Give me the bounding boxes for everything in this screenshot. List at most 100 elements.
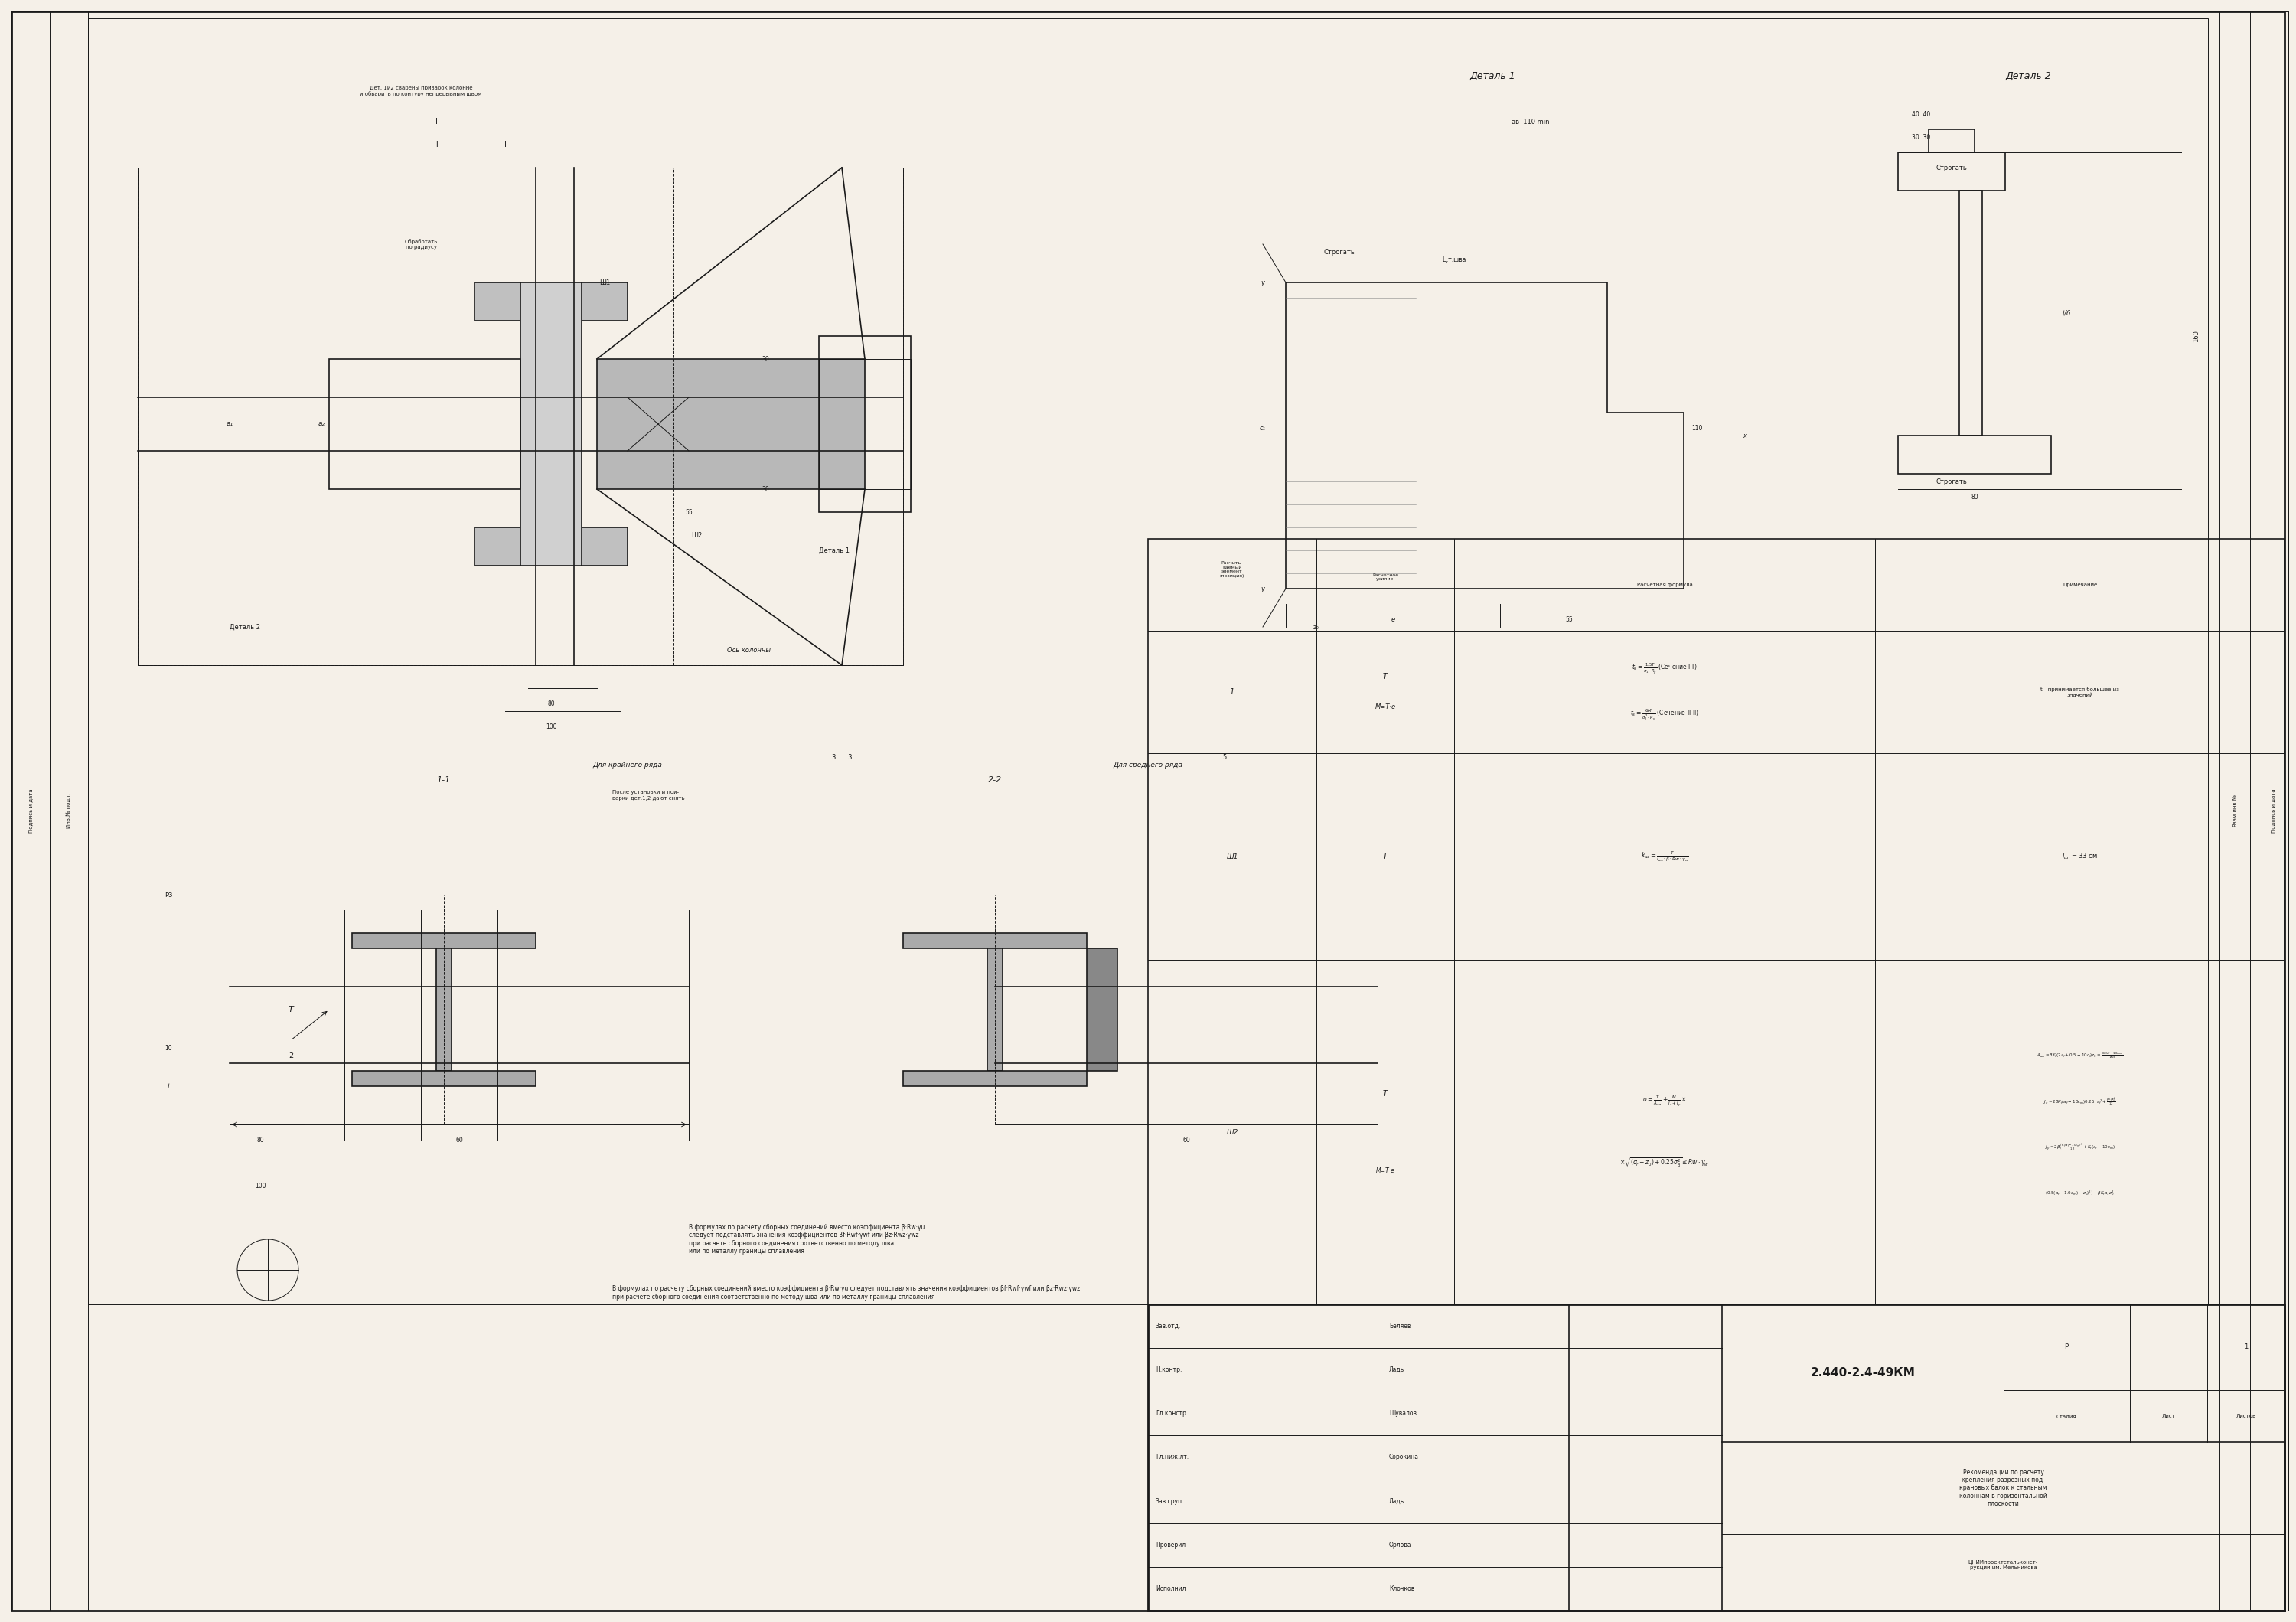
Bar	[820, 336, 912, 513]
Text: Для крайнего ряда: Для крайнего ряда	[592, 761, 661, 769]
Text: 30: 30	[762, 355, 769, 362]
Text: 1-1: 1-1	[436, 777, 450, 783]
Text: 80: 80	[546, 701, 556, 707]
Text: Шувалов: Шувалов	[1389, 1410, 1417, 1418]
Text: Беляев: Беляев	[1389, 1324, 1410, 1330]
Text: Строгать: Строгать	[1325, 248, 1355, 255]
Text: t: t	[168, 1083, 170, 1090]
Text: 160: 160	[2193, 329, 2200, 342]
Text: 100: 100	[546, 723, 556, 730]
Text: Строгать: Строгать	[1936, 164, 1968, 170]
Text: Орлова: Орлова	[1389, 1541, 1412, 1549]
Text: Деталь 1: Деталь 1	[820, 547, 850, 553]
Text: $k_{ш} = \frac{T}{l_{шт} \cdot \beta \cdot Rw \cdot \gamma_w}$: $k_{ш} = \frac{T}{l_{шт} \cdot \beta \cd…	[1642, 850, 1688, 863]
Text: Зав.отд.: Зав.отд.	[1155, 1324, 1180, 1330]
Text: Инв.№ подл.: Инв.№ подл.	[67, 793, 71, 829]
Text: $A_{шв} = \beta K_f(2a_f + 0.5 - 10c_f)z_0 = \frac{\beta K_f(a_f - 10мм)}{A_{шв}: $A_{шв} = \beta K_f(2a_f + 0.5 - 10c_f)z…	[2037, 1051, 2124, 1061]
Bar	[597, 358, 866, 490]
Bar	[902, 1071, 1086, 1087]
Text: y: y	[1261, 279, 1265, 285]
Text: 80: 80	[257, 1137, 264, 1144]
Bar	[1899, 436, 2050, 474]
Text: 60: 60	[455, 1137, 464, 1144]
Text: e: e	[1391, 616, 1396, 623]
Text: t - принимается большее из
значений: t - принимается большее из значений	[2041, 686, 2119, 697]
Text: 1: 1	[1231, 688, 1235, 696]
Text: Сорокина: Сорокина	[1389, 1453, 1419, 1461]
Text: Строгать: Строгать	[1936, 478, 1968, 485]
Text: $\times\sqrt{(\sigma_r - z_0) + 0.25\sigma_3^2} \leq Rw \cdot \gamma_w$: $\times\sqrt{(\sigma_r - z_0) + 0.25\sig…	[1619, 1156, 1711, 1169]
Text: M=T·e: M=T·e	[1375, 1166, 1394, 1174]
Text: $l_{шт} = 33$ см: $l_{шт} = 33$ см	[2062, 852, 2099, 861]
Text: $\sigma = \frac{T}{A_{шв}} + \frac{M}{J_x + J_y} \times$: $\sigma = \frac{T}{A_{шв}} + \frac{M}{J_…	[1642, 1095, 1688, 1108]
Text: z₀: z₀	[1313, 623, 1320, 631]
Bar	[138, 167, 902, 665]
Text: В формулах по расчету сборных соединений вместо коэффициента β·Rw·γu следует под: В формулах по расчету сборных соединений…	[613, 1285, 1079, 1301]
Text: 80: 80	[1970, 493, 1979, 500]
Text: Лист: Лист	[2163, 1414, 2174, 1418]
Bar	[521, 282, 581, 566]
Text: Взам.инв.№: Взам.инв.№	[2232, 795, 2236, 827]
Text: 55: 55	[684, 509, 693, 516]
Text: ЦНИИпроектстальконст-
рукции им. Мельникова: ЦНИИпроектстальконст- рукции им. Мельник…	[1968, 1560, 2039, 1570]
Text: 1: 1	[2243, 1343, 2248, 1351]
Text: Исполнил: Исполнил	[1155, 1585, 1185, 1593]
Text: Гл.ниж.лт.: Гл.ниж.лт.	[1155, 1453, 1189, 1461]
Bar	[328, 358, 521, 490]
Text: T: T	[1382, 853, 1387, 860]
Bar	[1148, 1304, 2285, 1611]
Text: Расчетное
усилие: Расчетное усилие	[1373, 573, 1398, 581]
Text: Расчиты-
ваемый
элемент
(позиция): Расчиты- ваемый элемент (позиция)	[1219, 561, 1244, 577]
Text: 2.440-2.4-49КМ: 2.440-2.4-49КМ	[1809, 1367, 1915, 1379]
Bar	[11, 11, 87, 1611]
Text: Расчетная формула: Расчетная формула	[1637, 582, 1692, 587]
Text: 3      3: 3 3	[831, 754, 852, 761]
Text: a₂: a₂	[317, 420, 326, 428]
Text: $J_y = 2\beta\left\{\frac{K_f(a_f-10с_m)^3}{12} + K_f(a_f-10с_m)\right.$: $J_y = 2\beta\left\{\frac{K_f(a_f-10с_m)…	[2046, 1142, 2115, 1153]
Bar	[475, 527, 627, 566]
Bar	[820, 358, 912, 490]
Text: 30: 30	[762, 485, 769, 493]
Bar	[1899, 152, 2004, 191]
Bar	[2220, 11, 2289, 1611]
Bar	[475, 282, 627, 321]
Text: Деталь 2: Деталь 2	[230, 623, 259, 631]
Text: 40  40: 40 40	[1913, 110, 1931, 117]
Text: Подпись и дата: Подпись и дата	[28, 788, 32, 832]
Text: Н.контр.: Н.контр.	[1155, 1366, 1182, 1374]
Text: $\left.(0.5(a_f-1.0с_m) - z_0)^2\right\} + \beta K_f a_3 z_0^2$: $\left.(0.5(a_f-1.0с_m) - z_0)^2\right\}…	[2046, 1189, 2115, 1197]
Text: c₁: c₁	[1261, 425, 1265, 431]
Text: Ось колонны: Ось колонны	[728, 647, 771, 654]
Bar	[1958, 191, 1981, 436]
Text: aв  110 min: aв 110 min	[1511, 118, 1550, 125]
Text: Стадия: Стадия	[2057, 1414, 2076, 1418]
Text: 2: 2	[289, 1051, 294, 1059]
Text: Зав.груп.: Зав.груп.	[1155, 1497, 1185, 1505]
Text: Листов: Листов	[2236, 1414, 2257, 1418]
Text: Ладь: Ладь	[1389, 1366, 1405, 1374]
Text: Ш2: Ш2	[1226, 1129, 1238, 1135]
Text: t/б: t/б	[2062, 310, 2071, 316]
Text: Клочков: Клочков	[1389, 1585, 1414, 1593]
Text: y: y	[1261, 586, 1265, 592]
Text: После установки и пои-
варки дет.1,2 дают снять: После установки и пои- варки дет.1,2 даю…	[613, 790, 684, 800]
Bar	[1086, 949, 1118, 1071]
Text: В формулах по расчету сборных соединений вместо коэффициента β·Rw·γu
следует под: В формулах по расчету сборных соединений…	[689, 1225, 925, 1255]
Text: Обработать
по радиусу: Обработать по радиусу	[404, 238, 439, 250]
Text: 110: 110	[1692, 425, 1701, 431]
Text: Ш2: Ш2	[691, 532, 703, 539]
Text: a₁: a₁	[225, 420, 234, 428]
Bar	[2250, 11, 2289, 1611]
Text: Деталь 1: Деталь 1	[1469, 71, 1515, 81]
Text: Примечание: Примечание	[2062, 582, 2096, 587]
Text: Ш1: Ш1	[599, 279, 611, 285]
Text: Гл.констр.: Гл.констр.	[1155, 1410, 1187, 1418]
Text: Рекомендации по расчету
крепления разрезных под-
крановых балок к стальным
колон: Рекомендации по расчету крепления разрез…	[1958, 1468, 2048, 1507]
Text: x: x	[1743, 431, 1747, 440]
Bar	[351, 933, 535, 949]
Text: $J_x = 2\beta K_f(a_f - 10c_m)0.25 \cdot a_f^2 + \frac{\beta K_f a_3^2}{12}$: $J_x = 2\beta K_f(a_f - 10c_m)0.25 \cdot…	[2043, 1096, 2117, 1108]
Bar	[902, 933, 1086, 949]
Text: $t_s = \frac{6M}{\sigma_2^2 \cdot R_y}$ (Сечение II-II): $t_s = \frac{6M}{\sigma_2^2 \cdot R_y}$ …	[1630, 707, 1699, 722]
Bar	[138, 167, 902, 665]
Bar	[1929, 130, 1975, 152]
